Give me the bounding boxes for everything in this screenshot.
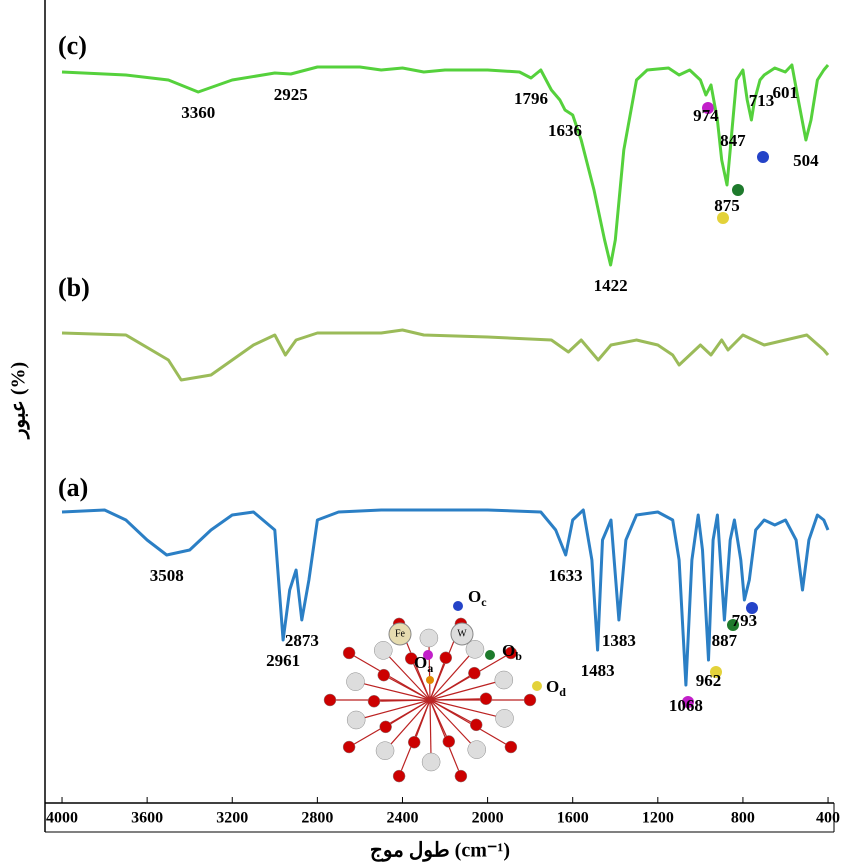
peak-label: 1633 — [549, 566, 583, 585]
peak-label: 847 — [720, 131, 746, 150]
x-tick-label: 800 — [731, 810, 755, 827]
bond — [384, 675, 430, 700]
atom — [426, 676, 434, 684]
atom — [470, 719, 482, 731]
atom — [485, 650, 495, 660]
series-label: (a) — [58, 473, 88, 502]
series-label: (c) — [58, 31, 87, 60]
y-axis-title: عبور (%) — [8, 362, 31, 440]
peak-label: 962 — [696, 671, 722, 690]
peak-label: 1796 — [514, 89, 548, 108]
bond — [355, 682, 430, 700]
bond — [430, 700, 449, 741]
atom — [420, 629, 438, 647]
atom — [368, 695, 380, 707]
atom — [393, 770, 405, 782]
peak-label: 2961 — [266, 651, 300, 670]
bond — [430, 649, 475, 700]
bond — [430, 700, 476, 725]
atom — [422, 753, 440, 771]
site-subscript: a — [427, 661, 433, 675]
atom — [324, 694, 336, 706]
marker-dot — [732, 184, 744, 196]
x-tick-label: 1200 — [642, 810, 674, 827]
peak-label: 875 — [714, 196, 740, 215]
atom — [440, 652, 452, 664]
x-tick-label: 2400 — [386, 810, 418, 827]
site-element: O — [546, 677, 559, 696]
x-tick-label: 400 — [816, 810, 840, 827]
structure-illustration — [324, 601, 542, 782]
atom — [480, 693, 492, 705]
site-element: O — [502, 641, 515, 660]
bond — [356, 700, 430, 720]
x-tick-label: 4000 — [46, 810, 78, 827]
bond — [414, 700, 430, 742]
peak-label: 504 — [793, 151, 819, 170]
peak-label: 3360 — [181, 103, 215, 122]
site-subscript: d — [559, 685, 566, 699]
chart: طول موج (cm⁻¹) عبور (%) 4000 3600 3200 2800… — [0, 0, 842, 866]
atom — [408, 736, 420, 748]
atom — [495, 671, 513, 689]
peak-label: 974 — [693, 106, 719, 125]
atom — [496, 709, 514, 727]
peak-label: 1636 — [548, 121, 582, 140]
peak-label: 1422 — [594, 276, 628, 295]
atom — [505, 741, 517, 753]
peak-label: 1383 — [602, 631, 636, 650]
marker-dot — [757, 151, 769, 163]
bond — [430, 673, 474, 700]
site-subscript: b — [515, 649, 522, 663]
atom — [453, 601, 463, 611]
atom-label: Fe — [395, 628, 406, 639]
atom — [468, 741, 486, 759]
bond — [430, 700, 505, 718]
peak-label: 2925 — [274, 85, 308, 104]
peak-label: 713 — [749, 91, 775, 110]
x-tick-label: 2800 — [301, 810, 333, 827]
bond — [385, 700, 430, 751]
x-tick-label: 3200 — [216, 810, 248, 827]
x-tick-label: 1600 — [557, 810, 589, 827]
atom — [443, 735, 455, 747]
peak-label: 601 — [773, 83, 799, 102]
atom — [346, 673, 364, 691]
site-label: Oc — [468, 587, 487, 609]
atom — [378, 669, 390, 681]
atom — [524, 694, 536, 706]
bond — [430, 680, 504, 700]
atom-label: W — [457, 628, 467, 639]
x-tick-label: 3600 — [131, 810, 163, 827]
x-axis-title: طول موج (cm⁻¹) — [370, 840, 510, 863]
site-subscript: c — [481, 595, 487, 609]
spectrum-line — [62, 65, 828, 265]
bond — [386, 700, 430, 727]
atom — [380, 721, 392, 733]
atom — [468, 667, 480, 679]
peak-label: 887 — [712, 631, 738, 650]
atom — [343, 647, 355, 659]
atom — [532, 681, 542, 691]
peak-label: 1068 — [669, 696, 703, 715]
site-element: O — [468, 587, 481, 606]
site-element: O — [414, 653, 427, 672]
atom — [347, 711, 365, 729]
peak-label: 793 — [732, 611, 758, 630]
atom — [374, 641, 392, 659]
site-label: Od — [546, 677, 566, 699]
atom — [343, 741, 355, 753]
peak-label: 3508 — [150, 566, 184, 585]
series-label: (b) — [58, 273, 90, 302]
bond — [430, 700, 431, 762]
spectrum-line — [62, 330, 828, 380]
peak-label: 2873 — [285, 631, 319, 650]
atom — [376, 742, 394, 760]
x-tick-label: 2000 — [472, 810, 504, 827]
peak-label: 1483 — [581, 661, 615, 680]
atom — [455, 770, 467, 782]
site-label: Ob — [502, 641, 522, 663]
